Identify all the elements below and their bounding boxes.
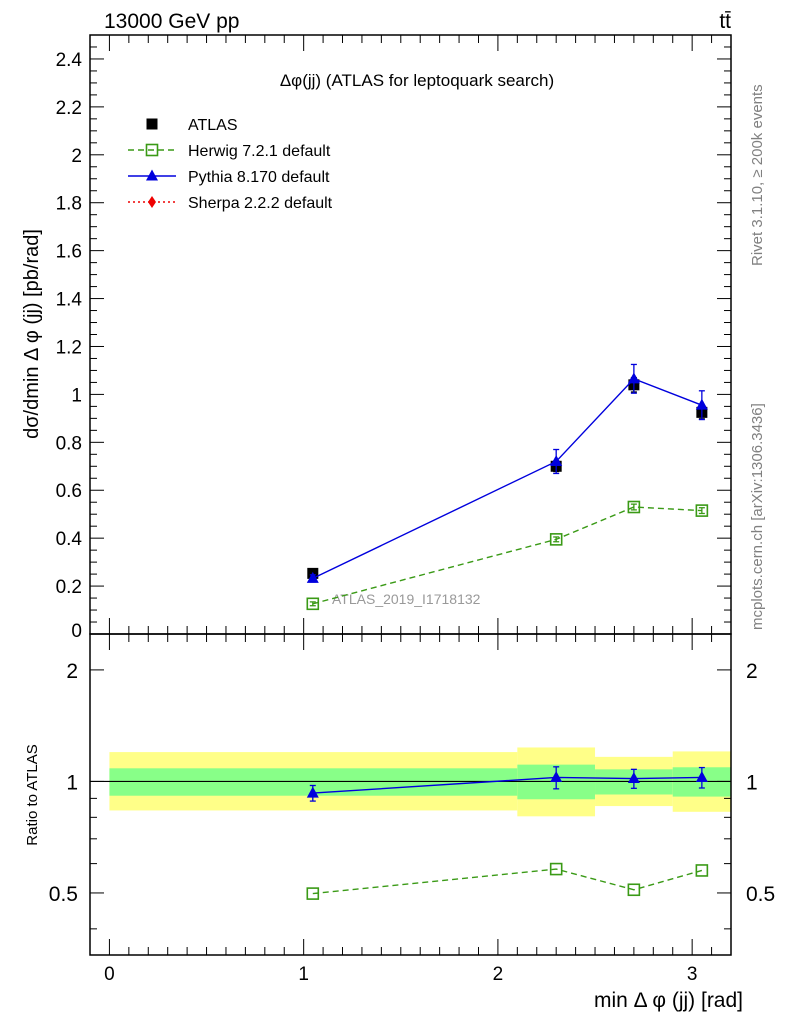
legend-marker [145,143,159,157]
analysis-watermark: ATLAS_2019_I1718132 [332,591,481,607]
y-tick-label: 0.6 [56,481,82,502]
data-point [695,504,709,517]
data-point [306,786,319,798]
ratio-y-tick-label: 0.5 [49,883,78,906]
x-axis-ticks: 0 1 2 3 [104,35,732,985]
ratio-y-axis-label: Ratio to ATLAS [24,744,41,845]
y-tick-label: 0.8 [56,433,82,454]
data-point [550,454,563,466]
mcplots-label: mcplots.cern.ch [arXiv:1306.3436] [749,403,766,630]
data-point [306,597,320,611]
legend-marker [146,118,158,130]
ratio-panel: 0.5 0.5 1 1 2 2 Ratio to ATLAS [24,633,775,956]
ratio-y-tick-label: 2 [66,660,78,683]
ratio-y-tick-label: 1 [66,771,78,794]
y-tick-label: 2.4 [56,50,83,71]
data-point [550,770,563,782]
data-point [627,772,640,784]
legend-label: Sherpa 2.2.2 default [188,195,333,212]
y-tick-label: 1 [71,385,82,406]
legend-label: Pythia 8.170 default [188,169,330,186]
y-tick-label: 1.8 [56,194,82,215]
main-plot-frame [89,34,732,635]
data-point [695,770,708,782]
x-axis-label: min Δ φ (jj) [rad] [594,989,743,1012]
series-line [312,868,703,895]
data-point [549,862,563,876]
ratio-y-tick-label-right: 2 [746,660,758,683]
x-tick-label: 1 [298,964,309,985]
ratio-y-tick-label-right: 0.5 [746,883,775,906]
series-line [312,378,703,580]
ratio-bands [90,747,731,817]
main-title: Δφ(jj) (ATLAS for leptoquark search) [280,71,554,90]
data-point [695,398,708,410]
y-tick-label: 0.2 [56,577,82,598]
y-tick-label: 0.4 [56,529,83,550]
legend-label: Herwig 7.2.1 default [188,143,331,160]
legend-marker [146,169,158,181]
y-tick-label: 1.6 [56,242,82,263]
x-tick-label: 2 [493,964,504,985]
header-process-label: tt̄ [719,10,731,33]
main-y-ticks: 0.2 0.4 0.6 0.8 1 1.2 1.4 1.6 1.8 2 2.2 2.4 0 [56,34,731,642]
data-point [627,372,640,384]
data-point [695,864,709,877]
y-tick-label: 0 [71,621,82,642]
x-tick-label: 3 [687,964,698,985]
data-point [627,883,641,897]
ratio-series [306,766,709,900]
x-tick-label: 0 [104,964,115,985]
ratio-y-ticks: 0.5 0.5 1 1 2 2 [49,660,775,930]
series-line [312,776,702,794]
data-point [549,533,563,546]
header-energy-label: 13000 GeV pp [104,10,239,33]
main-panel: 0.2 0.4 0.6 0.8 1 1.2 1.4 1.6 1.8 2 2.2 2.4 0 Δφ(jj)… [21,34,732,642]
y-tick-label: 1.4 [56,290,83,311]
main-series [306,363,709,611]
data-point [306,571,319,583]
legend: ATLAS Herwig 7.2.1 default Pythia 8.170 de… [128,117,333,212]
legend-label: ATLAS [188,117,238,134]
ratio-y-tick-label-right: 1 [746,771,758,794]
legend-marker [148,196,156,208]
ratio-plot-frame [89,633,732,956]
y-tick-label: 2 [71,146,82,167]
rivet-label: Rivet 3.1.10, ≥ 200k events [749,84,766,266]
y-tick-label: 1.2 [56,337,82,358]
main-y-axis-label: dσ/dmin Δ φ (jj) [pb/rad] [21,229,43,439]
data-point [627,500,641,514]
data-point [306,887,320,900]
y-tick-label: 2.2 [56,98,82,119]
series-line [312,506,702,605]
